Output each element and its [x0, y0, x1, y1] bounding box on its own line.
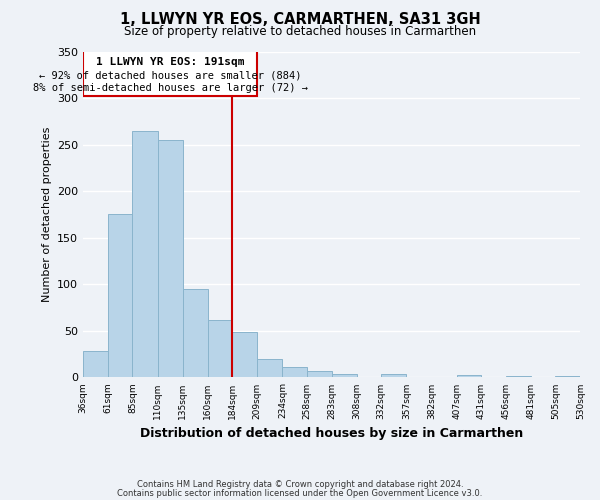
- Bar: [232, 332, 257, 378]
- Text: Contains public sector information licensed under the Open Government Licence v3: Contains public sector information licen…: [118, 488, 482, 498]
- X-axis label: Distribution of detached houses by size in Carmarthen: Distribution of detached houses by size …: [140, 427, 523, 440]
- Bar: [158, 140, 183, 378]
- Bar: [133, 130, 158, 378]
- Text: Size of property relative to detached houses in Carmarthen: Size of property relative to detached ho…: [124, 25, 476, 38]
- Bar: [208, 320, 232, 378]
- Bar: [457, 374, 481, 378]
- Bar: [381, 374, 406, 378]
- Bar: [506, 376, 531, 378]
- Text: 1, LLWYN YR EOS, CARMARTHEN, SA31 3GH: 1, LLWYN YR EOS, CARMARTHEN, SA31 3GH: [119, 12, 481, 28]
- Text: 1 LLWYN YR EOS: 191sqm: 1 LLWYN YR EOS: 191sqm: [96, 57, 244, 67]
- Bar: [283, 367, 307, 378]
- Bar: [183, 289, 208, 378]
- Bar: [83, 352, 108, 378]
- Bar: [556, 376, 580, 378]
- FancyBboxPatch shape: [83, 50, 257, 96]
- Bar: [257, 359, 283, 378]
- Bar: [108, 214, 133, 378]
- Text: ← 92% of detached houses are smaller (884): ← 92% of detached houses are smaller (88…: [39, 70, 301, 80]
- Text: Contains HM Land Registry data © Crown copyright and database right 2024.: Contains HM Land Registry data © Crown c…: [137, 480, 463, 489]
- Bar: [332, 374, 357, 378]
- Y-axis label: Number of detached properties: Number of detached properties: [41, 127, 52, 302]
- Bar: [307, 371, 332, 378]
- Text: 8% of semi-detached houses are larger (72) →: 8% of semi-detached houses are larger (7…: [32, 83, 308, 93]
